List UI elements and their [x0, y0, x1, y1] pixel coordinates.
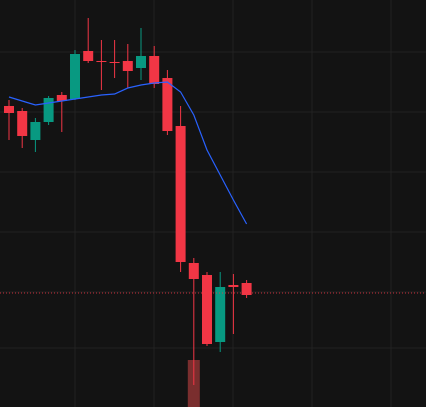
candle-body: [109, 62, 120, 63]
candle-body: [96, 61, 107, 62]
candle-body: [162, 78, 173, 131]
candle-body: [149, 56, 160, 84]
candle-body: [4, 106, 14, 113]
candle-body: [83, 51, 94, 61]
candle-body: [56, 95, 67, 101]
candle-body: [188, 263, 199, 279]
ma-line: [8, 81, 248, 225]
candle-body: [175, 126, 186, 262]
candle-body: [215, 287, 226, 342]
candle-body: [30, 122, 41, 140]
candle-body: [70, 54, 80, 99]
candle-body: [17, 111, 28, 136]
candle-body: [122, 61, 133, 71]
candle-body: [228, 285, 239, 287]
candle-body: [136, 56, 146, 68]
candle-body: [202, 275, 212, 344]
candle-body: [241, 283, 252, 295]
candle-body: [43, 98, 54, 122]
